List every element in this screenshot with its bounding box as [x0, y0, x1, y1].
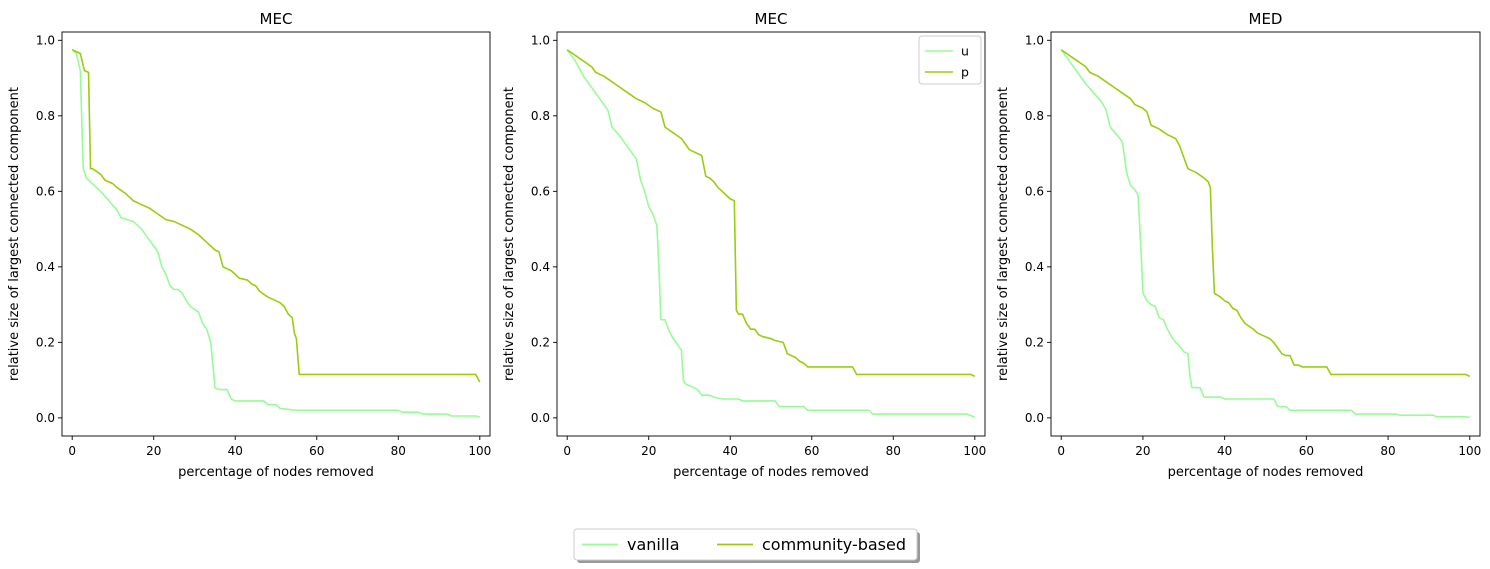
- x-tick-label: 100: [468, 444, 491, 458]
- y-tick-label: 0.2: [531, 335, 550, 349]
- y-axis-label: relative size of largest connected compo…: [996, 87, 1011, 381]
- chart-title: MEC: [260, 10, 293, 28]
- axes-frame: [61, 31, 491, 437]
- y-tick-label: 1.0: [531, 33, 550, 47]
- legend-label: u: [961, 44, 969, 59]
- x-tick-label: 80: [1380, 444, 1395, 458]
- y-tick-label: 0.8: [36, 109, 55, 123]
- chart-panel-1: 0 20 40 60 80 100 0.0 0.2 0.4 0.6 0.8 1.0 MEC percent…: [7, 10, 491, 480]
- legend-label: p: [961, 65, 969, 80]
- series-line-vanilla: [1060, 49, 1470, 419]
- x-tick-label: 40: [1217, 444, 1232, 458]
- y-tick-label: 0.0: [531, 411, 550, 425]
- x-axis-label: percentage of nodes removed: [178, 465, 374, 480]
- x-tick-label: 60: [804, 444, 819, 458]
- chart-panel-2: 0 20 40 60 80 100 0.0 0.2 0.4 0.6 0.8 1.0 MEC percent…: [502, 10, 986, 480]
- y-tick-label: 0.6: [531, 184, 550, 198]
- panel-legend: up: [918, 35, 982, 85]
- y-tick-label: 0.4: [1025, 260, 1044, 274]
- x-tick-label: 20: [146, 444, 161, 458]
- x-tick-label: 0: [1057, 444, 1065, 458]
- y-axis-label: relative size of largest connected compo…: [7, 87, 22, 381]
- x-tick-label: 100: [1458, 444, 1481, 458]
- x-tick-label: 60: [1299, 444, 1314, 458]
- x-tick-label: 80: [886, 444, 901, 458]
- series-line-vanilla: [71, 49, 481, 418]
- x-tick-label: 40: [723, 444, 738, 458]
- x-tick-label: 0: [68, 444, 76, 458]
- x-tick-label: 0: [563, 444, 571, 458]
- x-tick-label: 80: [391, 444, 406, 458]
- x-tick-label: 40: [228, 444, 243, 458]
- y-tick-label: 0.0: [1025, 411, 1044, 425]
- series-line-community: [71, 49, 481, 383]
- y-tick-label: 0.4: [531, 260, 550, 274]
- series-line-vanilla: [566, 49, 976, 418]
- series-line-community: [566, 49, 976, 378]
- chart-title: MEC: [755, 10, 788, 28]
- x-tick-label: 20: [1135, 444, 1150, 458]
- figure-legend-label: community-based: [762, 535, 906, 554]
- series-line-community: [1060, 49, 1471, 378]
- y-tick-label: 0.8: [1025, 109, 1044, 123]
- figure-legend-label: vanilla: [627, 535, 680, 554]
- figure-legend: vanilla community-based: [573, 528, 920, 563]
- y-tick-label: 1.0: [36, 33, 55, 47]
- axes-frame: [1050, 31, 1481, 437]
- x-axis-label: percentage of nodes removed: [1168, 465, 1364, 480]
- y-tick-label: 0.6: [1025, 184, 1044, 198]
- chart-title: MED: [1249, 10, 1283, 28]
- x-tick-label: 100: [963, 444, 986, 458]
- chart-panel-3: 0 20 40 60 80 100 0.0 0.2 0.4 0.6 0.8 1.0 MED percent…: [996, 10, 1481, 480]
- x-tick-label: 60: [309, 444, 324, 458]
- axes-frame: [556, 31, 986, 437]
- y-tick-label: 0.6: [36, 184, 55, 198]
- y-tick-label: 0.8: [531, 109, 550, 123]
- y-tick-label: 1.0: [1025, 33, 1044, 47]
- x-axis-label: percentage of nodes removed: [673, 465, 869, 480]
- y-tick-label: 0.2: [1025, 335, 1044, 349]
- y-tick-label: 0.2: [36, 335, 55, 349]
- y-tick-label: 0.0: [36, 411, 55, 425]
- y-tick-label: 0.4: [36, 260, 55, 274]
- x-tick-label: 20: [641, 444, 656, 458]
- y-axis-label: relative size of largest connected compo…: [502, 87, 517, 381]
